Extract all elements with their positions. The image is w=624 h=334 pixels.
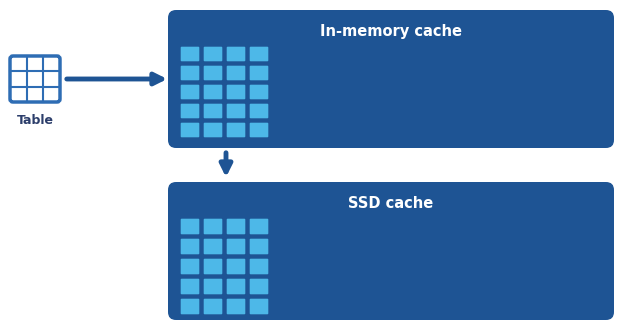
- FancyBboxPatch shape: [203, 238, 223, 255]
- FancyBboxPatch shape: [226, 278, 246, 295]
- FancyBboxPatch shape: [180, 278, 200, 295]
- FancyBboxPatch shape: [203, 298, 223, 315]
- FancyBboxPatch shape: [168, 10, 614, 148]
- FancyBboxPatch shape: [203, 65, 223, 81]
- FancyBboxPatch shape: [180, 46, 200, 62]
- FancyBboxPatch shape: [180, 258, 200, 275]
- FancyBboxPatch shape: [226, 258, 246, 275]
- FancyBboxPatch shape: [203, 258, 223, 275]
- FancyBboxPatch shape: [226, 46, 246, 62]
- FancyBboxPatch shape: [203, 46, 223, 62]
- FancyBboxPatch shape: [226, 65, 246, 81]
- FancyBboxPatch shape: [180, 84, 200, 100]
- FancyBboxPatch shape: [226, 298, 246, 315]
- FancyBboxPatch shape: [180, 103, 200, 119]
- FancyBboxPatch shape: [249, 238, 269, 255]
- FancyBboxPatch shape: [203, 122, 223, 138]
- FancyBboxPatch shape: [249, 65, 269, 81]
- FancyBboxPatch shape: [180, 122, 200, 138]
- FancyBboxPatch shape: [249, 278, 269, 295]
- FancyBboxPatch shape: [249, 122, 269, 138]
- FancyBboxPatch shape: [180, 65, 200, 81]
- FancyBboxPatch shape: [180, 238, 200, 255]
- Text: SSD cache: SSD cache: [348, 196, 434, 211]
- FancyBboxPatch shape: [180, 218, 200, 235]
- FancyBboxPatch shape: [203, 84, 223, 100]
- FancyBboxPatch shape: [226, 122, 246, 138]
- FancyBboxPatch shape: [226, 84, 246, 100]
- Text: In-memory cache: In-memory cache: [320, 24, 462, 39]
- Text: Table: Table: [16, 114, 54, 127]
- FancyBboxPatch shape: [249, 84, 269, 100]
- FancyBboxPatch shape: [249, 103, 269, 119]
- FancyBboxPatch shape: [249, 298, 269, 315]
- FancyBboxPatch shape: [226, 218, 246, 235]
- FancyBboxPatch shape: [180, 298, 200, 315]
- FancyBboxPatch shape: [226, 103, 246, 119]
- FancyBboxPatch shape: [226, 238, 246, 255]
- FancyBboxPatch shape: [203, 218, 223, 235]
- FancyBboxPatch shape: [168, 182, 614, 320]
- FancyBboxPatch shape: [10, 56, 60, 102]
- FancyBboxPatch shape: [249, 46, 269, 62]
- FancyBboxPatch shape: [203, 103, 223, 119]
- FancyBboxPatch shape: [249, 258, 269, 275]
- FancyBboxPatch shape: [203, 278, 223, 295]
- FancyBboxPatch shape: [249, 218, 269, 235]
